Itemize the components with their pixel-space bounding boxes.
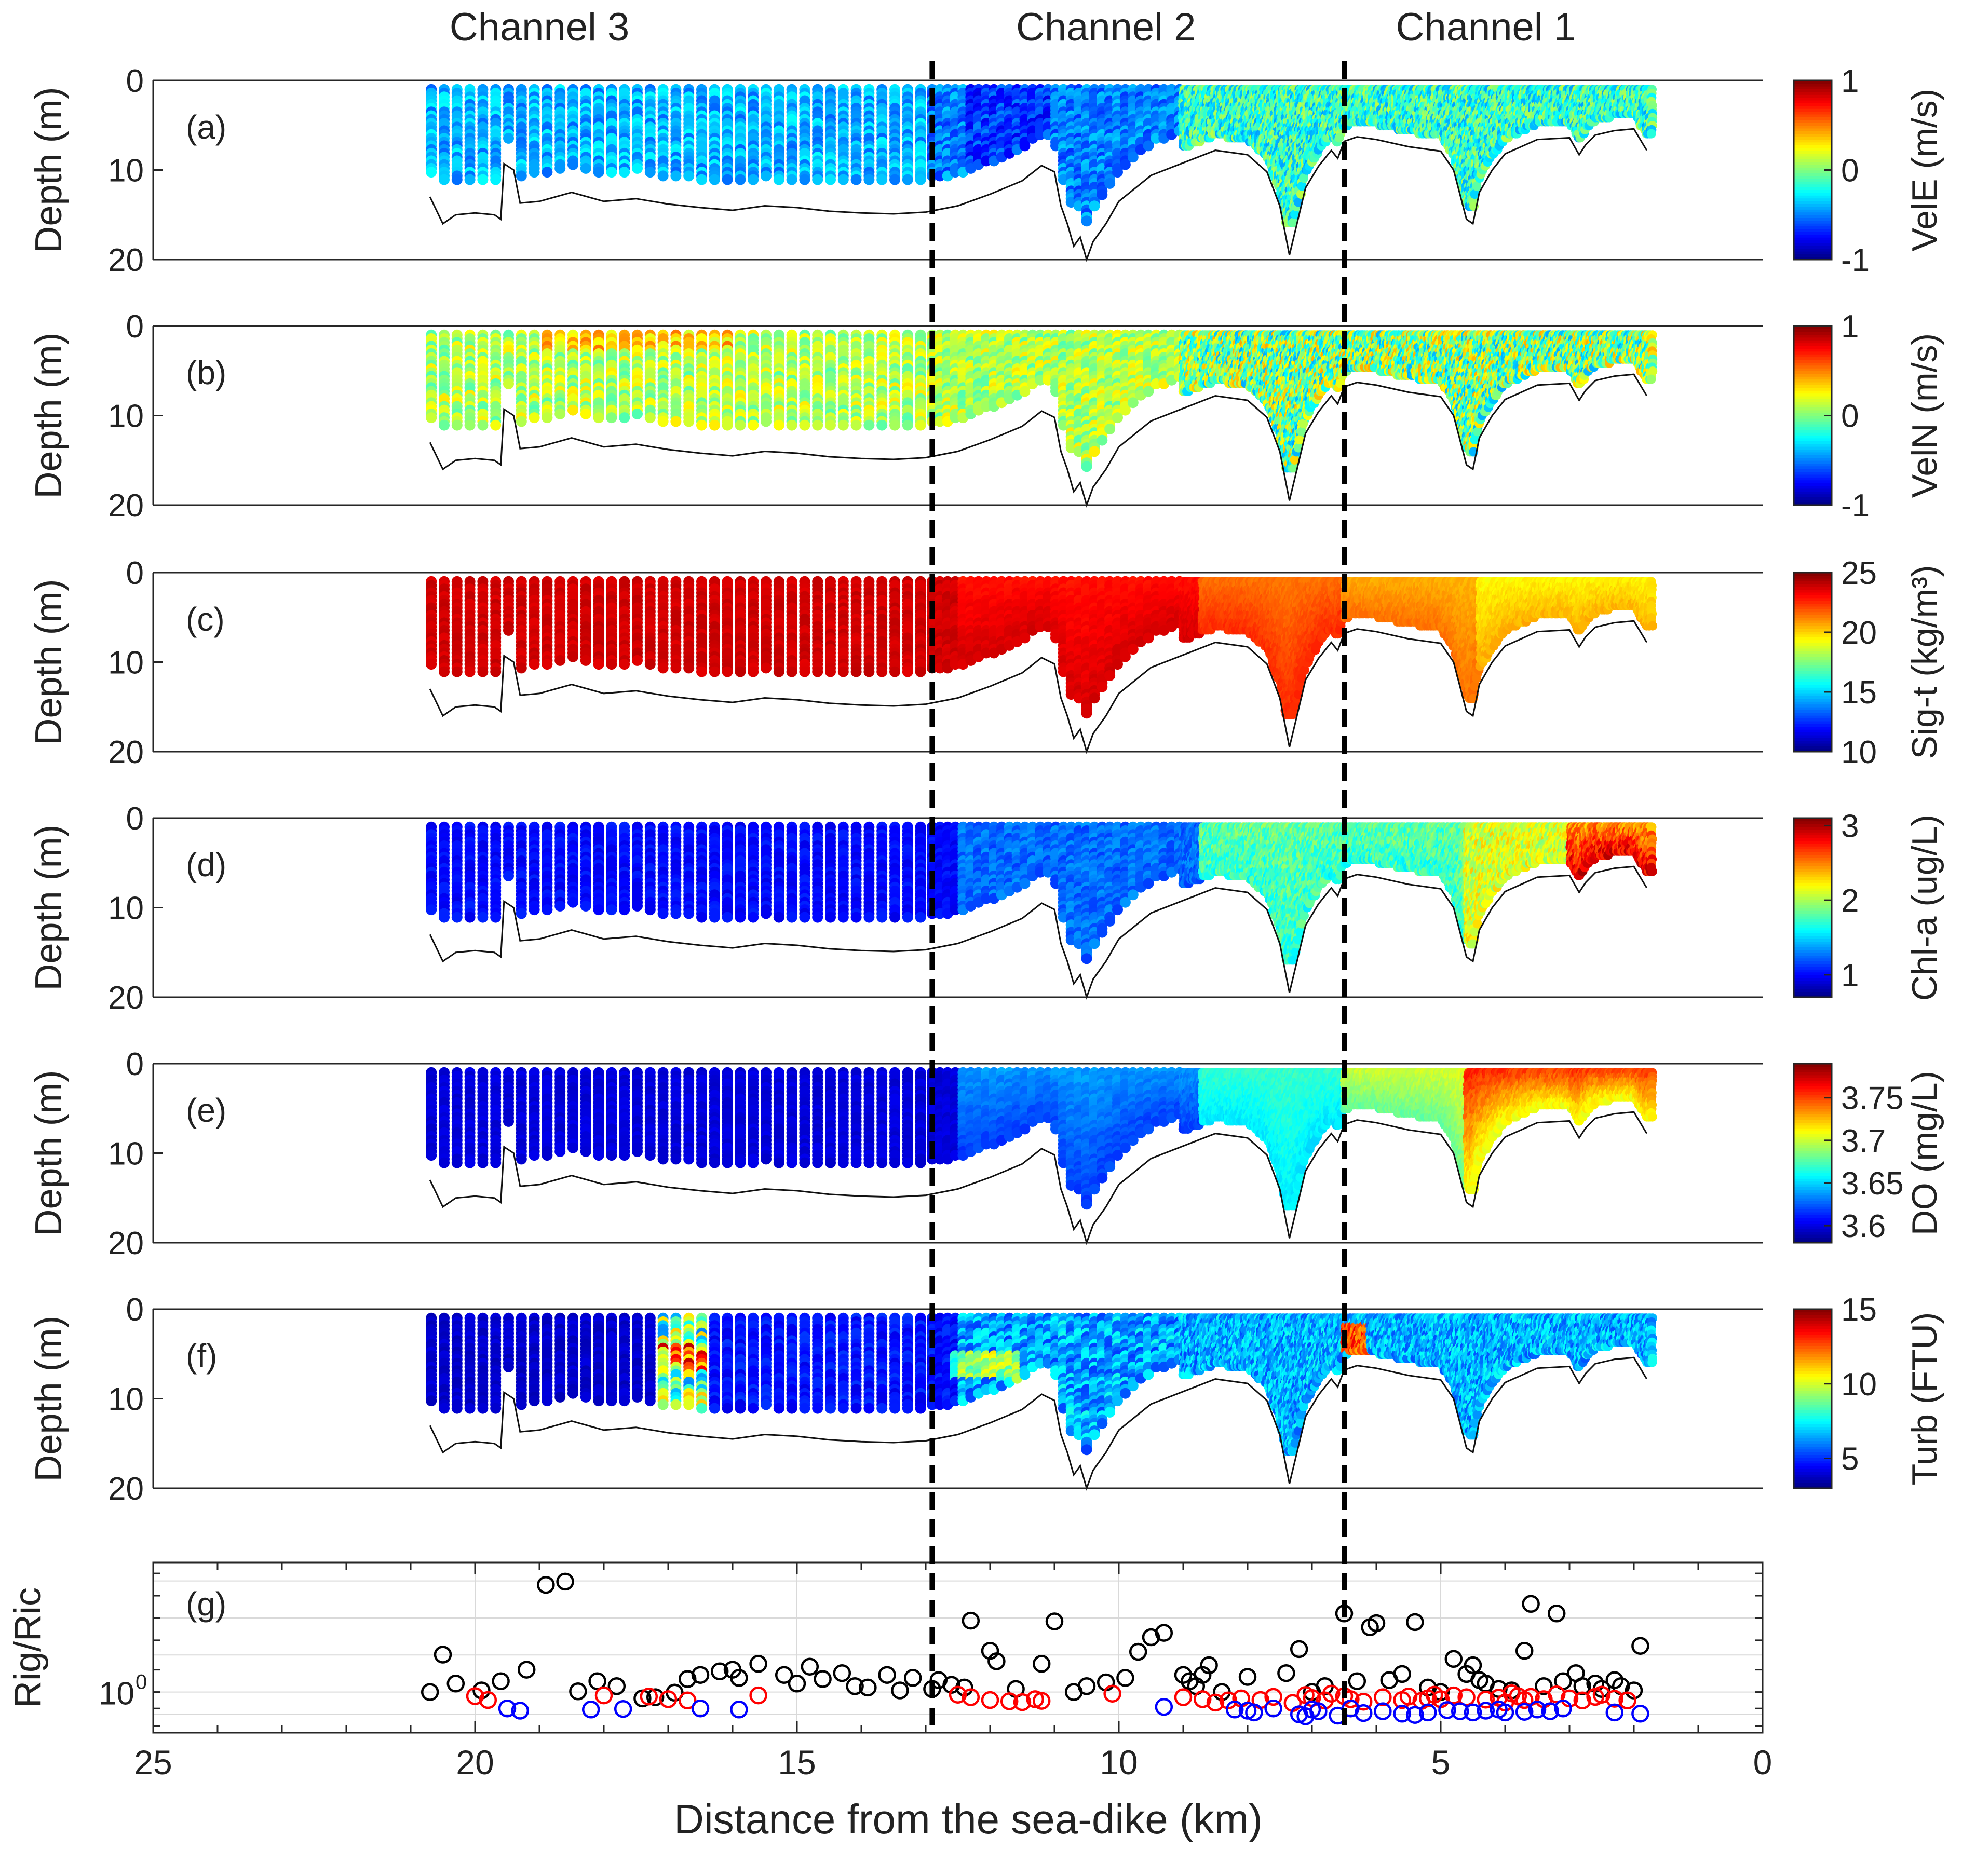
data-point bbox=[477, 174, 489, 185]
data-point bbox=[644, 167, 656, 178]
data-point bbox=[516, 170, 527, 182]
profile-dots-layer bbox=[426, 84, 1658, 1456]
data-point bbox=[632, 162, 643, 174]
data-point bbox=[722, 174, 733, 185]
data-point bbox=[683, 170, 695, 182]
data-point bbox=[657, 170, 669, 182]
data-point bbox=[786, 174, 797, 185]
data-point bbox=[902, 174, 913, 185]
data-point bbox=[876, 174, 888, 185]
data-point bbox=[748, 174, 759, 185]
data-point bbox=[426, 167, 437, 178]
data-point bbox=[1089, 200, 1100, 212]
data-point bbox=[439, 174, 450, 185]
data-point bbox=[1081, 215, 1092, 227]
data-point bbox=[1334, 133, 1344, 143]
data-point bbox=[490, 174, 502, 185]
data-point bbox=[709, 174, 720, 185]
data-point bbox=[606, 167, 617, 178]
data-point bbox=[825, 174, 836, 185]
data-point bbox=[889, 174, 900, 185]
data-point bbox=[503, 132, 514, 144]
data-point bbox=[773, 174, 784, 185]
data-point bbox=[567, 159, 578, 170]
data-point bbox=[1299, 173, 1308, 183]
data-point bbox=[837, 174, 849, 185]
data-point bbox=[735, 174, 746, 185]
data-point bbox=[1097, 189, 1108, 200]
data-point bbox=[554, 162, 566, 174]
data-point bbox=[812, 174, 823, 185]
data-point bbox=[1104, 178, 1116, 189]
data-point bbox=[529, 167, 540, 178]
data-point bbox=[1472, 181, 1482, 191]
data-point bbox=[799, 174, 810, 185]
profile-dots-vele bbox=[426, 84, 1658, 227]
data-point bbox=[580, 162, 591, 174]
data-point bbox=[619, 167, 630, 178]
data-point bbox=[850, 174, 862, 185]
data-point bbox=[863, 174, 875, 185]
data-point bbox=[593, 167, 604, 178]
data-point bbox=[670, 170, 682, 182]
data-point bbox=[915, 174, 926, 185]
data-point bbox=[451, 174, 463, 185]
data-point bbox=[696, 174, 707, 185]
data-point bbox=[761, 170, 772, 182]
data-point bbox=[542, 167, 553, 178]
data-point bbox=[464, 174, 476, 185]
